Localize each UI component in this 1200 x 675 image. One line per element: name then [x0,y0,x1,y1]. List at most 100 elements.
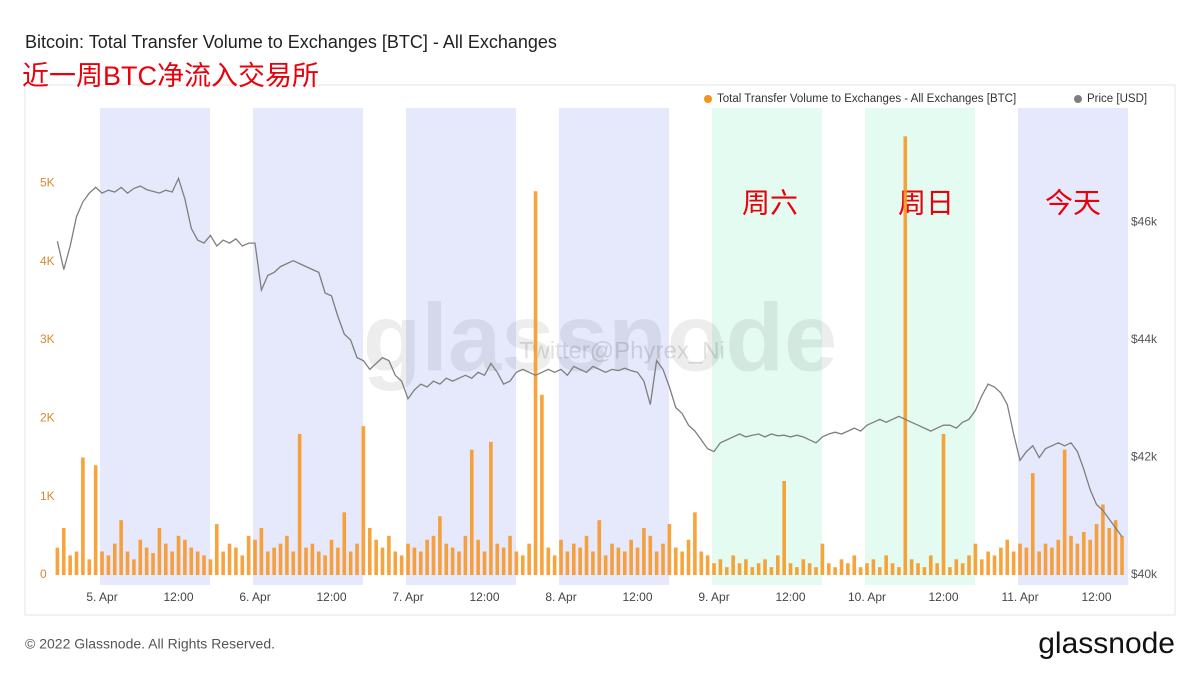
bar [731,555,735,575]
bar [680,551,684,575]
bar [1018,543,1022,575]
x-tick-label: 9. Apr [698,590,729,604]
bar [514,551,519,575]
bar [756,563,761,575]
bar [202,555,206,575]
bar [106,555,111,575]
bar [629,539,633,575]
bar [361,426,366,575]
bar [877,567,882,575]
bar [897,567,901,575]
bar [418,551,423,575]
bar [814,567,818,575]
bar [559,539,563,575]
bar [74,551,79,575]
bar [297,434,302,575]
y-tick-label: 2K [40,411,55,425]
bar [533,191,538,575]
bar [450,547,455,575]
y-tick-label: 0 [40,567,47,581]
x-tick-label: 12:00 [1082,590,1112,604]
footer: © 2022 Glassnode. All Rights Reserved. [25,636,275,652]
bar [214,524,219,575]
x-tick-label: 12:00 [776,590,806,604]
bar [1056,539,1061,575]
legend-label: Total Transfer Volume to Exchanges - All… [717,93,1016,105]
bar [100,551,104,575]
x-tick-label: 7. Apr [392,590,423,604]
day-band [559,108,669,585]
bar [705,555,710,575]
x-tick-label: 8. Apr [545,590,576,604]
bar [795,567,799,575]
bar [431,535,436,575]
bar [316,551,321,575]
bar [744,559,748,575]
bar [654,551,659,575]
day-band [865,108,975,585]
y2-tick-label: $46k [1131,215,1158,229]
bar [234,547,238,575]
chart-subtitle: 近一周BTC净流入交易所 [22,61,319,91]
bar [501,547,506,575]
bar [699,551,704,575]
bar [469,449,474,575]
bar [826,563,831,575]
bar [992,555,997,575]
bar [259,528,264,575]
x-tick-label: 12:00 [164,590,194,604]
bar [208,559,213,575]
bar [973,543,978,575]
bar [591,551,595,575]
bar [355,543,359,575]
bar [253,539,257,575]
bar [1088,539,1092,575]
bar [272,547,276,575]
bar [782,481,786,575]
annotation: 今天 [1045,187,1101,218]
y-tick-label: 1K [40,489,55,503]
bar [1011,551,1016,575]
bar [374,539,378,575]
bar [1050,547,1054,575]
bar [1030,473,1035,575]
bar [144,547,149,575]
bar [495,543,500,575]
bar [482,551,487,575]
bar [616,547,621,575]
bar [724,567,729,575]
day-band [253,108,363,585]
y-tick-label: 5K [40,176,55,190]
bar [820,543,825,575]
bar [712,563,716,575]
bar [967,555,971,575]
bar [552,555,557,575]
bar [508,535,512,575]
annotation: 周日 [898,187,954,218]
bar [648,535,653,575]
legend-marker [704,95,712,103]
bar [387,535,391,575]
bar [425,539,429,575]
bar [406,543,410,575]
bar [571,543,576,575]
bar [833,567,837,575]
bar [1043,543,1048,575]
bar [1069,535,1073,575]
bar [195,551,200,575]
bar [342,512,347,575]
bar [960,563,965,575]
bar [163,543,168,575]
x-tick-label: 12:00 [317,590,347,604]
chart-frame [24,84,1176,616]
bar [610,543,614,575]
bar [278,543,283,575]
bar [87,559,92,575]
y2-tick-label: $44k [1131,332,1158,346]
bar [1107,528,1112,575]
bar [871,559,876,575]
bar [667,524,672,575]
bar [916,563,920,575]
